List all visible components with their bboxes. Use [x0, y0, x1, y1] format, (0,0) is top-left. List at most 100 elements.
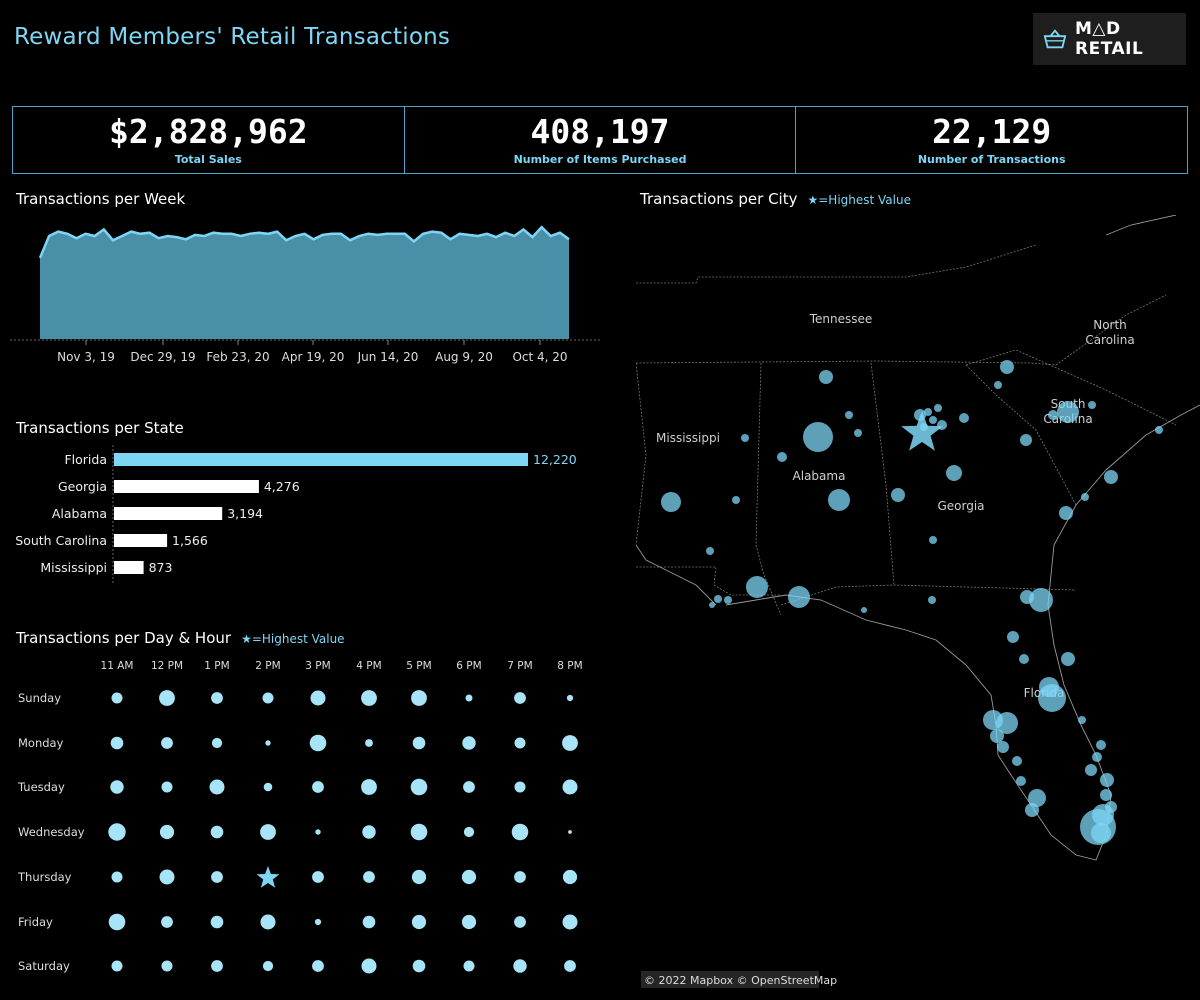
dayhour-bubble[interactable] [411, 690, 427, 706]
city-bubble[interactable] [777, 452, 787, 462]
dayhour-bubble[interactable] [161, 916, 173, 928]
city-bubble[interactable] [1088, 401, 1096, 409]
dayhour-bubble[interactable] [463, 826, 475, 838]
dayhour-bubble[interactable] [465, 694, 473, 702]
dayhour-bubble[interactable] [461, 914, 477, 930]
dayhour-bubble[interactable] [209, 779, 225, 795]
city-bubble[interactable] [1092, 752, 1102, 762]
city-bubble[interactable] [741, 434, 749, 442]
map-highest-star[interactable] [901, 411, 943, 451]
city-bubble[interactable] [924, 408, 932, 416]
dayhour-bubble[interactable] [410, 823, 428, 841]
city-bubble[interactable] [959, 413, 969, 423]
dayhour-bubble[interactable] [210, 915, 224, 929]
dayhour-bubble[interactable] [514, 692, 526, 704]
dayhour-bubble[interactable] [365, 739, 373, 747]
city-bubble[interactable] [990, 729, 1004, 743]
city-bubble[interactable] [1007, 631, 1019, 643]
dayhour-bubble[interactable] [211, 871, 223, 883]
dayhour-bubble[interactable] [159, 690, 175, 706]
city-bubble[interactable] [828, 489, 850, 511]
city-bubble[interactable] [1048, 410, 1058, 420]
city-bubble[interactable] [1020, 590, 1034, 604]
city-bubble[interactable] [724, 596, 732, 604]
state-bar[interactable] [114, 507, 223, 520]
city-bubble[interactable] [1000, 360, 1014, 374]
dayhour-bubble[interactable] [363, 871, 375, 883]
dayhour-bubble[interactable] [265, 740, 271, 746]
city-bubble[interactable] [1028, 789, 1046, 807]
city-bubble[interactable] [861, 607, 867, 613]
city-bubble[interactable] [1100, 773, 1114, 787]
dayhour-bubble[interactable] [513, 959, 527, 973]
dayhour-bubble[interactable] [108, 823, 126, 841]
dayhour-bubble[interactable] [412, 959, 426, 973]
dayhour-bubble[interactable] [211, 960, 223, 972]
city-bubble[interactable] [709, 602, 715, 608]
dayhour-bubble[interactable] [463, 781, 475, 793]
dayhour-bubble[interactable] [260, 824, 276, 840]
dayhour-bubble[interactable] [111, 692, 123, 704]
dayhour-bubble[interactable] [461, 869, 477, 885]
city-bubble[interactable] [1081, 493, 1089, 501]
dayhour-bubble[interactable] [362, 915, 376, 929]
city-bubble[interactable] [1020, 434, 1032, 446]
city-bubble[interactable] [661, 492, 681, 512]
city-bubble[interactable] [946, 465, 962, 481]
dayhour-bubble[interactable] [514, 916, 526, 928]
city-bubble[interactable] [1029, 588, 1053, 612]
city-bubble[interactable] [1080, 809, 1116, 845]
city-bubble[interactable] [1016, 776, 1026, 786]
dayhour-bubble[interactable] [108, 913, 126, 931]
city-map[interactable]: Tennessee North Carolina Mississippi Ala… [636, 215, 1200, 1000]
dayhour-bubble[interactable] [562, 914, 578, 930]
city-bubble[interactable] [1085, 764, 1097, 776]
dayhour-bubble[interactable] [410, 778, 428, 796]
dayhour-bubble[interactable] [566, 694, 574, 702]
dayhour-bubble[interactable] [312, 781, 324, 793]
city-bubble[interactable] [1096, 740, 1106, 750]
dayhour-bubble[interactable] [411, 869, 427, 885]
dayhour-bubble[interactable] [361, 958, 377, 974]
dayhour-bubble[interactable] [514, 781, 526, 793]
city-bubble[interactable] [1061, 652, 1075, 666]
city-bubble[interactable] [854, 429, 862, 437]
city-bubble[interactable] [1012, 756, 1022, 766]
dayhour-bubble[interactable] [310, 690, 326, 706]
dayhour-bubble[interactable] [159, 869, 175, 885]
dayhour-bubble[interactable] [161, 737, 173, 749]
city-bubble[interactable] [1078, 716, 1086, 724]
dayhour-bubble[interactable] [314, 918, 322, 926]
dayhour-bubble[interactable] [562, 735, 578, 751]
dayhour-bubble[interactable] [262, 692, 274, 704]
dayhour-bubble[interactable] [210, 825, 224, 839]
dayhour-bubble[interactable] [262, 960, 274, 972]
dayhour-bubble[interactable] [312, 871, 324, 883]
city-bubble[interactable] [732, 496, 740, 504]
state-bar[interactable] [114, 561, 144, 574]
dayhour-bubble[interactable] [362, 825, 376, 839]
dayhour-bubble[interactable] [159, 824, 175, 840]
dayhour-bubble[interactable] [315, 829, 321, 835]
city-bubble[interactable] [803, 422, 833, 452]
state-bar[interactable] [114, 453, 528, 466]
dayhour-bubble[interactable] [411, 914, 427, 930]
dayhour-bubble[interactable] [514, 871, 526, 883]
city-bubble[interactable] [929, 416, 937, 424]
city-bubble[interactable] [994, 381, 1002, 389]
state-bar[interactable] [114, 480, 259, 493]
dayhour-bubble[interactable] [211, 737, 223, 749]
dayhour-bubble[interactable] [562, 869, 578, 885]
dayhour-bubble[interactable] [211, 692, 223, 704]
state-bar[interactable] [114, 534, 168, 547]
highest-star[interactable] [256, 866, 280, 888]
city-bubble[interactable] [997, 741, 1009, 753]
dayhour-bubble[interactable] [361, 779, 377, 795]
dayhour-bubble[interactable] [462, 736, 476, 750]
dayhour-bubble[interactable] [514, 737, 526, 749]
city-bubble[interactable] [934, 404, 942, 412]
city-bubble[interactable] [714, 595, 722, 603]
dayhour-bubble[interactable] [562, 779, 578, 795]
dayhour-bubble[interactable] [260, 914, 276, 930]
city-bubble[interactable] [1057, 401, 1079, 423]
